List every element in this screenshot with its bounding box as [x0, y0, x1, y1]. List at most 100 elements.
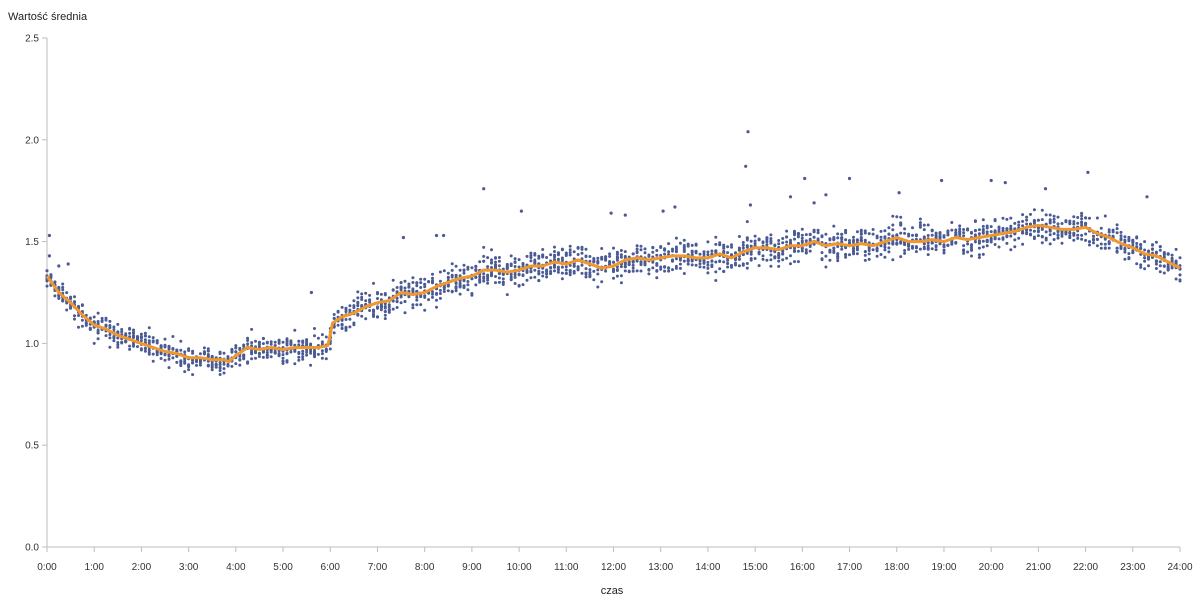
scatter-point [580, 245, 584, 249]
scatter-point [442, 269, 446, 273]
scatter-point [682, 259, 686, 263]
x-tick-label: 1:00 [84, 562, 104, 573]
scatter-point [781, 249, 785, 253]
scatter-point [914, 246, 918, 250]
scatter-point [942, 245, 946, 249]
scatter-point [1056, 215, 1060, 219]
scatter-point [541, 253, 545, 257]
scatter-point [942, 251, 946, 255]
scatter-point [596, 268, 600, 272]
scatter-point [494, 264, 497, 268]
scatter-point [104, 323, 108, 327]
scatter-point [655, 249, 659, 252]
scatter-point [273, 350, 277, 354]
scatter-point [372, 281, 375, 285]
scatter-point [415, 298, 419, 302]
scatter-point [254, 339, 257, 343]
scatter-point [844, 253, 848, 257]
x-tick-label: 6:00 [321, 562, 341, 573]
scatter-point [918, 223, 922, 227]
scatter-point [116, 336, 120, 340]
scatter-point [777, 239, 781, 242]
scatter-point [777, 256, 781, 260]
scatter-point [1048, 242, 1052, 246]
scatter-point [269, 355, 273, 359]
scatter-point [108, 324, 112, 327]
scatter-point [517, 283, 521, 287]
scatter-point [1107, 228, 1111, 232]
scatter-point [671, 258, 674, 262]
scatter-point [1001, 216, 1005, 220]
scatter-point [1080, 214, 1084, 218]
scatter-point [269, 350, 273, 354]
scatter-point [938, 234, 942, 238]
scatter-point [139, 339, 143, 343]
scatter-point [745, 266, 749, 270]
scatter-point [80, 318, 84, 322]
scatter-point [482, 254, 486, 258]
scatter-point [494, 260, 497, 264]
scatter-point [863, 231, 867, 235]
outlier-point [1003, 181, 1007, 185]
scatter-point [486, 274, 490, 278]
scatter-point [667, 242, 671, 246]
scatter-point [946, 233, 950, 237]
scatter-point [222, 367, 226, 371]
outlier-point [803, 176, 807, 181]
scatter-point [116, 330, 120, 334]
scatter-point [136, 345, 139, 349]
scatter-point [234, 346, 238, 350]
x-tick-label: 19:00 [931, 562, 956, 573]
scatter-point [403, 286, 407, 290]
scatter-point [781, 252, 785, 256]
scatter-point [930, 241, 934, 245]
scatter-point [1158, 260, 1162, 264]
x-tick-label: 10:00 [507, 562, 532, 573]
scatter-point [289, 343, 293, 347]
scatter-point [155, 341, 159, 345]
scatter-point [568, 253, 572, 257]
outlier-point [940, 178, 944, 183]
scatter-point [301, 341, 305, 345]
scatter-point [659, 253, 663, 257]
scatter-point [962, 228, 966, 231]
scatter-point [65, 301, 69, 305]
scatter-point [895, 215, 899, 219]
scatter-point [793, 237, 796, 241]
scatter-point [572, 264, 576, 268]
scatter-point [686, 259, 690, 263]
scatter-point [682, 249, 686, 253]
scatter-point [710, 249, 714, 253]
scatter-point [686, 262, 690, 266]
scatter-point [533, 260, 537, 264]
scatter-point [1084, 238, 1088, 242]
scatter-point [53, 294, 57, 298]
scatter-point [541, 255, 545, 259]
scatter-point [391, 278, 395, 282]
scatter-point [356, 313, 360, 317]
scatter-point [883, 255, 887, 259]
scatter-point [332, 316, 336, 320]
scatter-point [320, 352, 324, 356]
scatter-point [1029, 228, 1032, 232]
scatter-point [226, 356, 230, 360]
scatter-point [139, 332, 143, 336]
scatter-point [379, 308, 383, 312]
scatter-point [674, 257, 678, 261]
scatter-point [352, 304, 356, 308]
scatter-point [631, 266, 635, 270]
scatter-point [281, 340, 285, 344]
scatter-point [309, 342, 313, 346]
scatter-point [698, 259, 702, 263]
scatter-point [210, 368, 214, 372]
scatter-point [698, 262, 702, 266]
scatter-point [269, 340, 273, 344]
scatter-point [694, 250, 698, 254]
scatter-point [218, 366, 222, 370]
scatter-point [1174, 247, 1178, 251]
scatter-point [844, 228, 848, 232]
scatter-point [867, 252, 871, 256]
scatter-point [914, 237, 918, 241]
scatter-point [454, 286, 458, 290]
scatter-point [364, 291, 368, 295]
